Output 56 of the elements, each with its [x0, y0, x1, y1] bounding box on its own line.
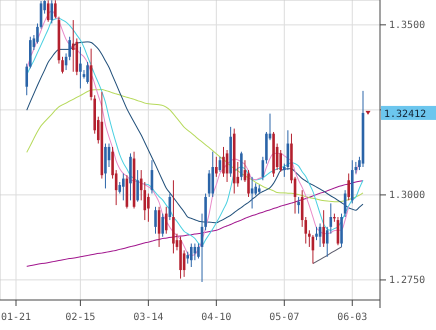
candlestick [315, 226, 318, 241]
candlestick [218, 156, 222, 172]
candlestick [336, 216, 340, 246]
candlestick [168, 193, 172, 221]
x-tick-label: 04-10 [201, 312, 232, 323]
candlestick [50, 0, 54, 24]
x-tick-label: 03-14 [133, 312, 164, 323]
x-tick-label: 06-03 [337, 312, 368, 323]
candlestick [161, 213, 164, 238]
candlestick [344, 190, 346, 218]
line-series [26, 180, 364, 267]
candlestick [304, 216, 308, 244]
candlestick [190, 243, 193, 268]
candlestick [136, 170, 139, 202]
candlestick [79, 46, 82, 89]
candlestick [330, 202, 332, 234]
candlestick [347, 172, 350, 201]
candlestick [72, 20, 75, 72]
candlestick [118, 181, 122, 194]
candlestick [300, 190, 304, 228]
candlestick [297, 196, 300, 214]
x-tick-label: 02-15 [65, 312, 96, 323]
candlestick [312, 234, 314, 264]
candlestick [54, 0, 57, 19]
x-tick-label: 05-07 [269, 312, 300, 323]
candlestick [326, 226, 329, 258]
candlestick [318, 222, 322, 248]
line-series [26, 41, 364, 224]
candlestick [150, 160, 154, 194]
candlestick [122, 172, 125, 201]
candlestick [154, 206, 157, 234]
candlestick [322, 210, 325, 248]
candlestick [164, 206, 168, 234]
candlestick [226, 150, 228, 182]
candlestick [208, 170, 210, 198]
candlestick [158, 206, 160, 248]
text: 1.32412 [384, 108, 426, 120]
candlestick [25, 63, 28, 96]
y-tick-label: 1.3500 [389, 20, 426, 32]
y-tick-label: 1.3000 [389, 190, 426, 202]
y-tick-label: 1.2750 [389, 275, 426, 286]
candlestick [250, 176, 254, 210]
x-tick-label: 01-21 [0, 312, 32, 323]
candlestick [140, 170, 143, 201]
candlestick [194, 243, 196, 261]
candlestick [147, 193, 150, 222]
candlestick [143, 181, 146, 221]
candlestick [186, 251, 190, 264]
candlestick [222, 146, 225, 178]
line-series [312, 246, 342, 264]
candlestick [279, 150, 282, 172]
candlestick [215, 156, 218, 178]
candlestick [86, 61, 89, 84]
candlestick [254, 182, 257, 196]
candlestick [46, 0, 50, 22]
candlestick [240, 151, 243, 181]
